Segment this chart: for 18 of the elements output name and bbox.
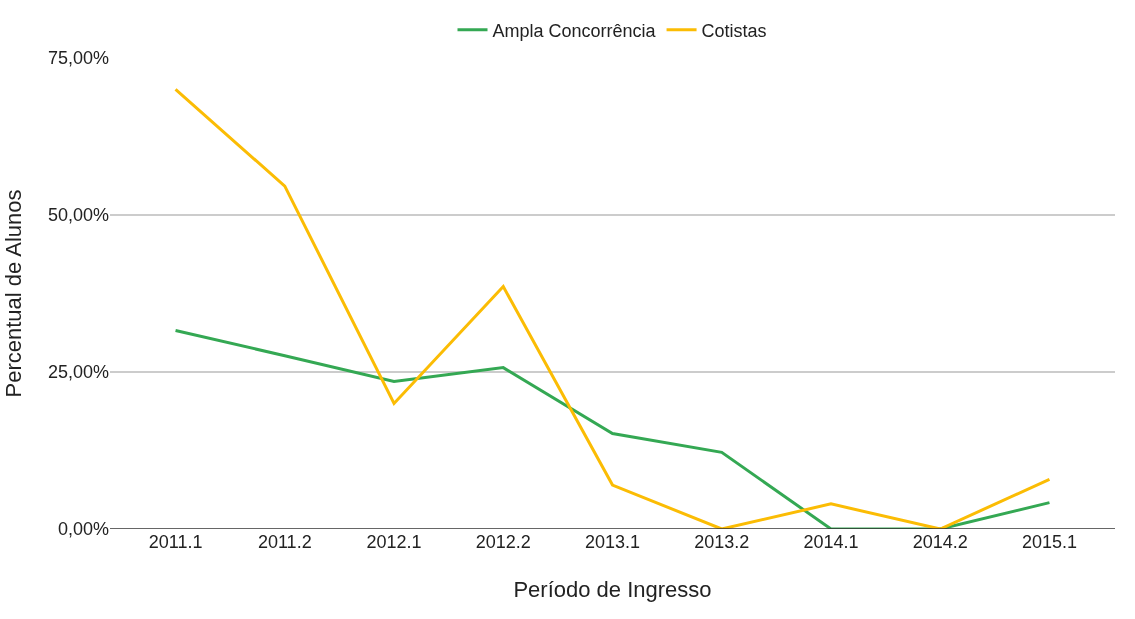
x-tick-label: 2011.2 [257, 532, 312, 552]
legend-label: Ampla Concorrência [492, 20, 657, 41]
y-tick-label: 0,00% [57, 519, 109, 540]
y-tick-label: 50,00% [47, 205, 109, 226]
x-tick-label: 2011.1 [148, 532, 203, 552]
y-axis-title: Percentual de Alunos [0, 189, 26, 398]
line-series [174, 87, 1051, 529]
x-tick-label: 2013.1 [584, 532, 641, 552]
x-axis-title: Período de Ingresso [513, 576, 712, 602]
x-tick-label: 2013.2 [694, 532, 750, 552]
x-tick-label: 2012.1 [366, 532, 422, 552]
legend-label: Cotistas [701, 20, 767, 41]
x-tick-label: 2015.1 [1021, 532, 1077, 552]
x-tick-label: 2012.2 [475, 532, 531, 552]
x-tick-label: 2014.1 [803, 532, 859, 552]
y-tick-label: 75,00% [47, 48, 109, 69]
x-tick-label: 2014.2 [912, 532, 968, 552]
y-tick-label: 25,00% [47, 362, 109, 383]
